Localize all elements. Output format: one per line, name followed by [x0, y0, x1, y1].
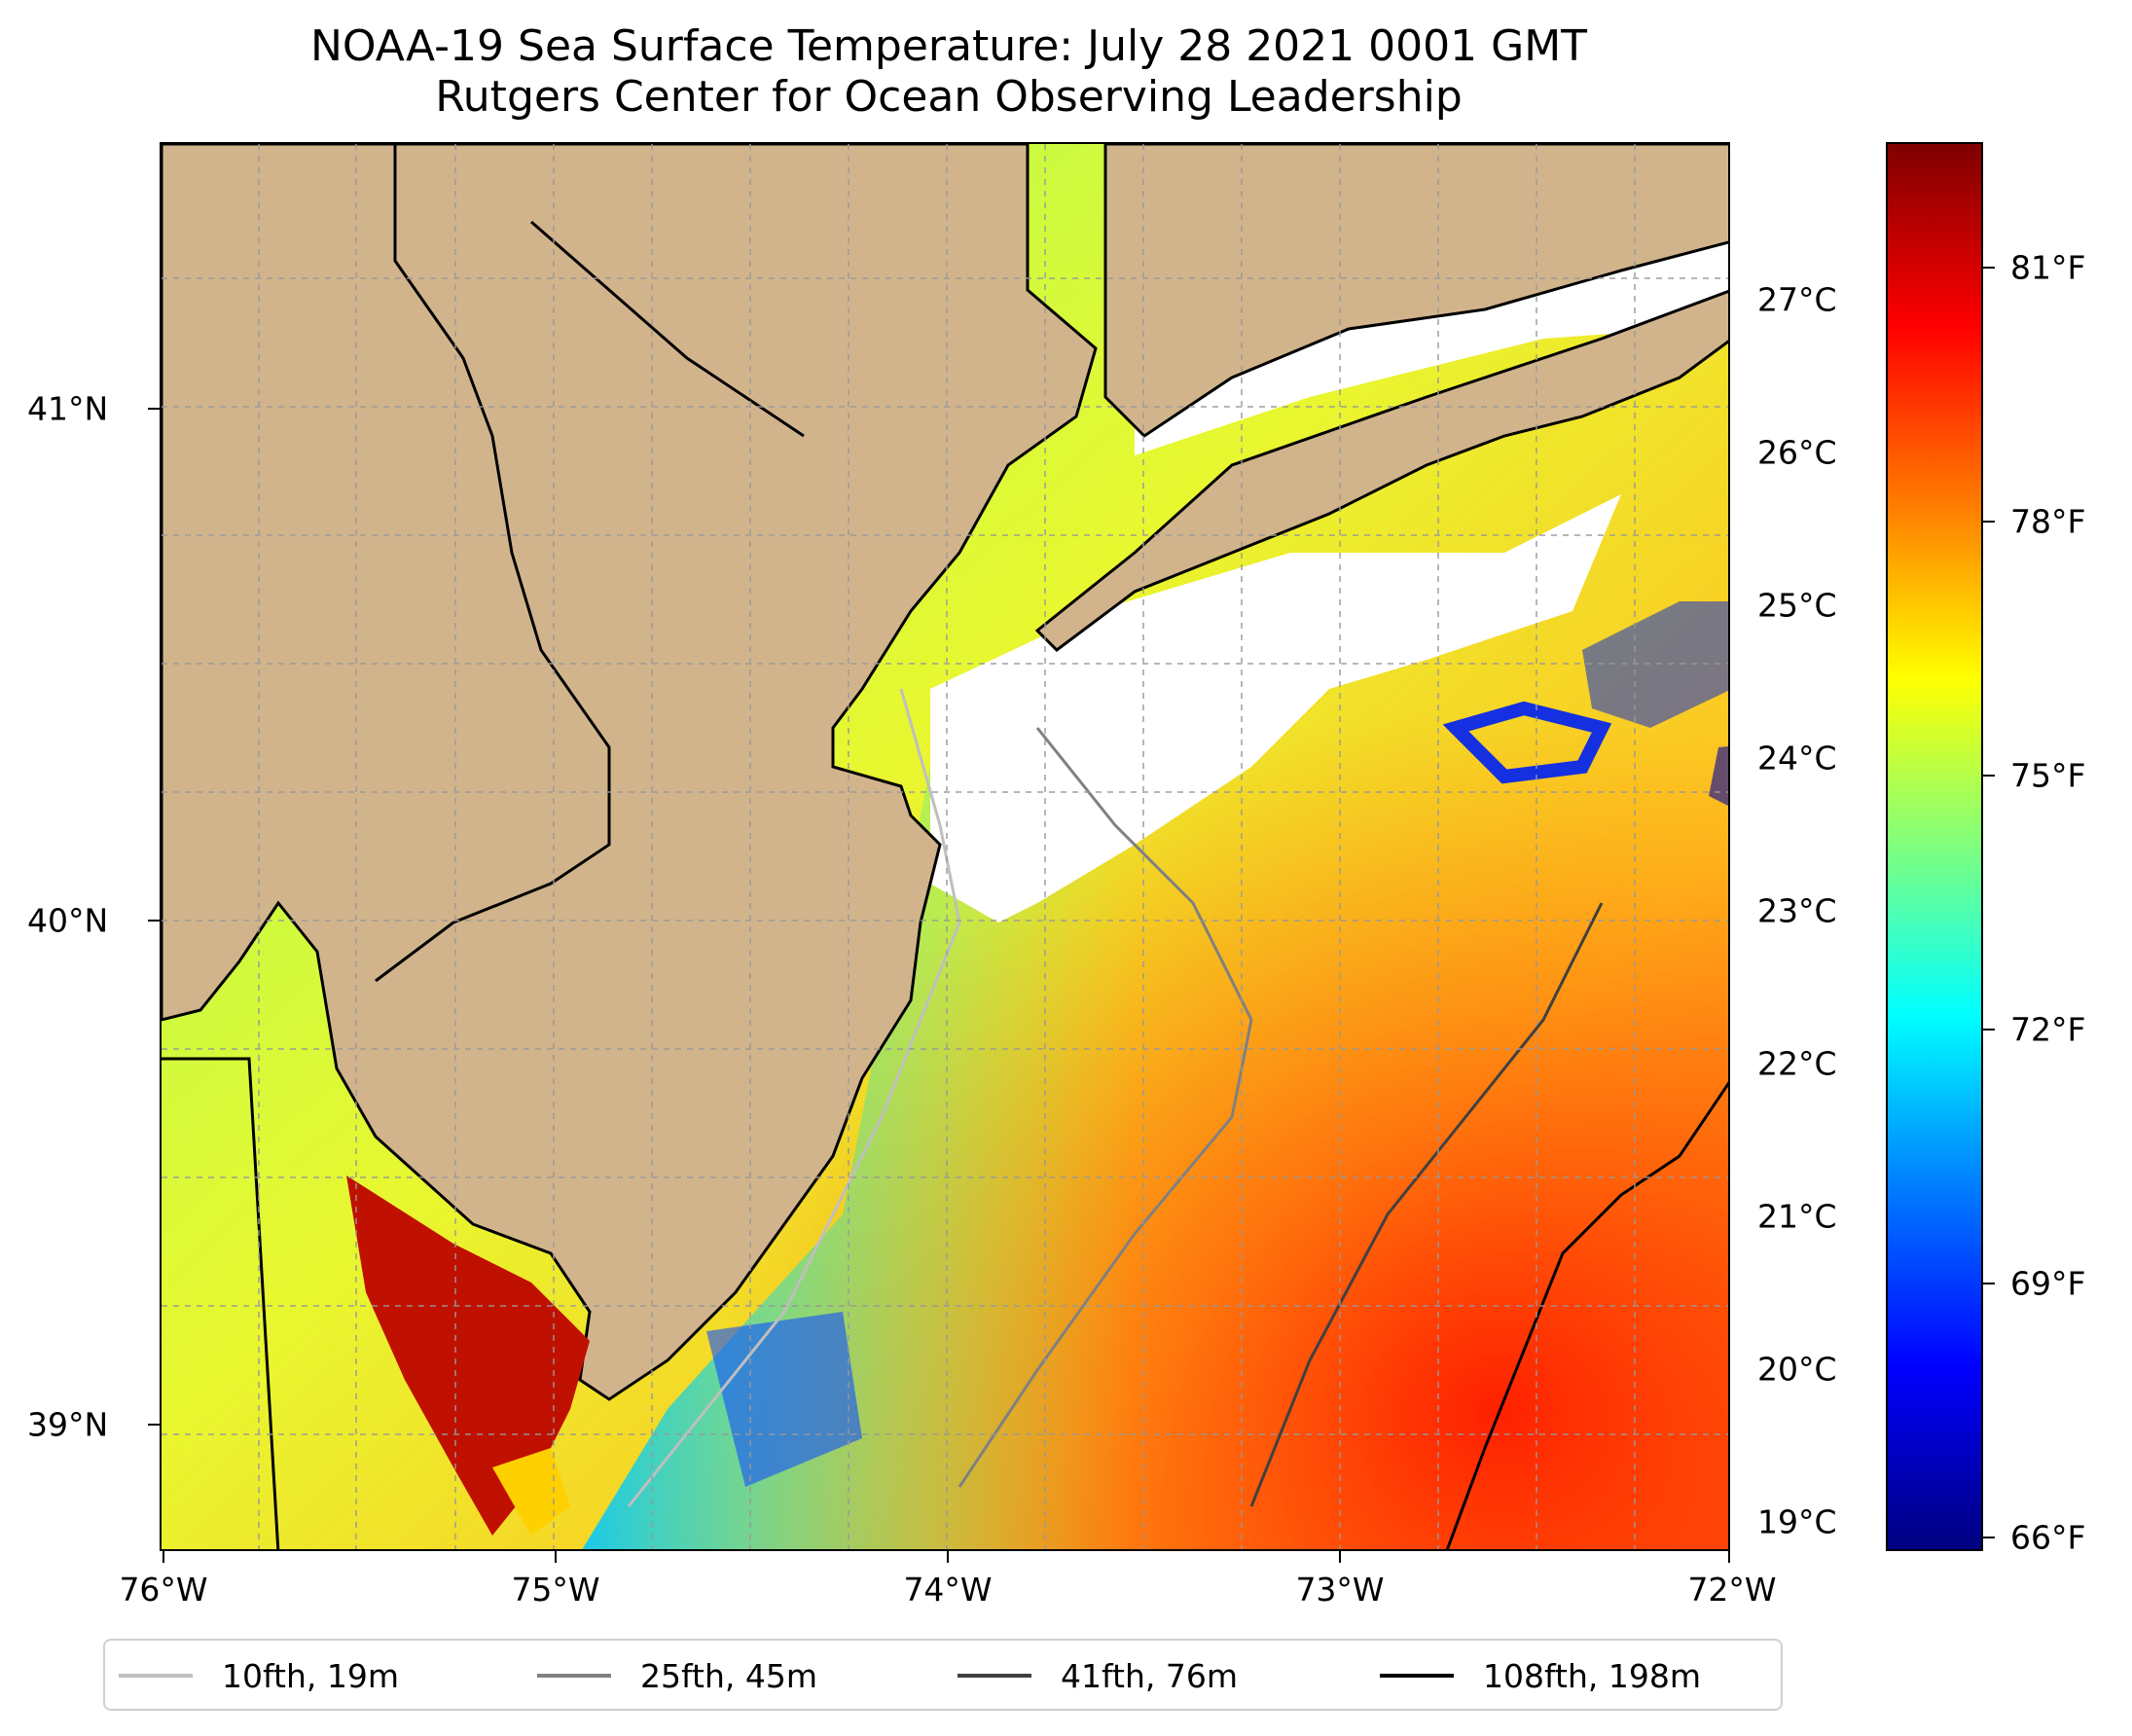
temperature-colorbar — [1886, 142, 1983, 1551]
legend: 10fth, 19m 25fth, 45m 41fth, 76m 108fth,… — [103, 1639, 1783, 1711]
fahrenheit-label: 66°F — [2010, 1518, 2086, 1557]
legend-item: 108fth, 198m — [1380, 1656, 1701, 1695]
lon-tick — [555, 1551, 557, 1563]
lat-label: 40°N — [27, 901, 109, 940]
legend-item: 41fth, 76m — [958, 1656, 1238, 1695]
celsius-label: 23°C — [1757, 891, 1837, 930]
lon-label: 75°W — [511, 1571, 600, 1609]
cloud-mask-2 — [930, 494, 1621, 922]
legend-item: 10fth, 19m — [119, 1656, 399, 1695]
celsius-label: 27°C — [1757, 280, 1837, 319]
lon-tick — [1339, 1551, 1341, 1563]
state-border-3 — [162, 1057, 280, 1549]
fahrenheit-label: 75°F — [2010, 756, 2086, 795]
colorbar-tick — [1983, 1029, 1995, 1031]
contour-108fth — [1445, 1081, 1728, 1549]
lon-tick — [163, 1551, 164, 1563]
lon-label: 76°W — [119, 1571, 208, 1609]
celsius-label: 26°C — [1757, 433, 1837, 472]
fahrenheit-label: 69°F — [2010, 1264, 2086, 1303]
legend-swatch — [958, 1674, 1031, 1678]
chart-subtitle: Rutgers Center for Ocean Observing Leade… — [435, 72, 1463, 122]
legend-item: 25fth, 45m — [537, 1656, 817, 1695]
cool-ring-2 — [1582, 601, 1728, 728]
lat-label: 41°N — [27, 389, 109, 428]
state-border — [375, 144, 611, 983]
colorbar-tick — [1983, 1537, 1995, 1538]
lon-tick — [947, 1551, 949, 1563]
lon-label: 72°W — [1687, 1571, 1777, 1609]
sst-map — [160, 142, 1730, 1551]
celsius-label: 25°C — [1757, 586, 1837, 625]
fahrenheit-label: 81°F — [2010, 248, 2086, 287]
gridlines — [162, 144, 1728, 1549]
celsius-label: 24°C — [1757, 739, 1837, 778]
land-new-england — [1103, 144, 1728, 438]
lat-tick — [148, 1424, 160, 1426]
legend-label: 10fth, 19m — [222, 1656, 399, 1695]
lat-label: 39°N — [27, 1405, 109, 1444]
celsius-label: 19°C — [1757, 1502, 1837, 1541]
celsius-label: 21°C — [1757, 1197, 1837, 1236]
legend-label: 41fth, 76m — [1061, 1656, 1238, 1695]
colorbar-tick — [1983, 775, 1995, 777]
map-canvas — [162, 144, 1728, 1549]
lon-label: 73°W — [1295, 1571, 1385, 1609]
fahrenheit-label: 72°F — [2010, 1010, 2086, 1049]
lon-label: 74°W — [903, 1571, 993, 1609]
colorbar-tick — [1983, 521, 1995, 523]
colorbar-tick — [1983, 267, 1995, 269]
lat-tick — [148, 920, 160, 922]
state-border-2 — [530, 220, 805, 438]
legend-swatch — [537, 1674, 611, 1678]
delaware-bay — [346, 1175, 590, 1536]
cool-patch — [706, 1312, 862, 1487]
celsius-label: 22°C — [1757, 1044, 1837, 1083]
chart-title: NOAA-19 Sea Surface Temperature: July 28… — [309, 21, 1588, 71]
legend-label: 108fth, 198m — [1483, 1656, 1701, 1695]
lat-tick — [148, 408, 160, 410]
fahrenheit-label: 78°F — [2010, 502, 2086, 541]
contour-41fth — [1249, 902, 1604, 1507]
delaware-bay-mouth — [492, 1448, 570, 1536]
land-long-island — [1034, 289, 1728, 652]
celsius-label: 20°C — [1757, 1350, 1837, 1389]
legend-label: 25fth, 45m — [640, 1656, 817, 1695]
colorbar-tick — [1983, 1283, 1995, 1284]
cool-ring-3 — [1709, 746, 1728, 806]
legend-swatch — [119, 1674, 193, 1678]
cool-ring — [1442, 701, 1612, 784]
lon-tick — [1728, 1551, 1730, 1563]
legend-swatch — [1380, 1674, 1454, 1678]
